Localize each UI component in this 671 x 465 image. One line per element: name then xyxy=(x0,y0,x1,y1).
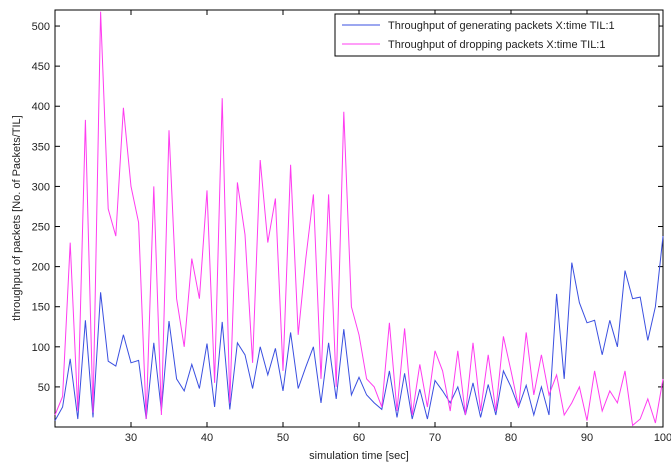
y-tick-label: 150 xyxy=(32,302,50,314)
x-tick-label: 70 xyxy=(429,432,441,444)
y-tick-label: 50 xyxy=(38,382,50,394)
y-tick-label: 450 xyxy=(32,61,50,73)
x-tick-label: 60 xyxy=(353,432,365,444)
y-tick-label: 100 xyxy=(32,342,50,354)
y-tick-label: 350 xyxy=(32,141,50,153)
legend: Throughput of generating packets X:time … xyxy=(334,13,660,57)
x-tick-label: 40 xyxy=(201,432,213,444)
y-tick-label: 500 xyxy=(32,21,50,33)
y-tick-label: 400 xyxy=(32,101,50,113)
y-tick-label: 200 xyxy=(32,262,50,274)
x-tick-label: 90 xyxy=(581,432,593,444)
x-tick-label: 100 xyxy=(654,432,671,444)
legend-box xyxy=(334,13,660,57)
x-tick-label: 50 xyxy=(277,432,289,444)
y-tick-label: 300 xyxy=(32,181,50,193)
series-layer xyxy=(54,11,664,427)
series-line-generating xyxy=(54,236,664,421)
y-axis-label: throughput of packets [No. of Packets/TI… xyxy=(11,115,23,320)
legend-label-generating: Throughput of generating packets X:time … xyxy=(388,20,615,32)
legend-label-dropping: Throughput of dropping packets X:time TI… xyxy=(388,39,605,51)
x-tick-label: 80 xyxy=(505,432,517,444)
y-tick-label: 250 xyxy=(32,222,50,234)
x-axis-label: simulation time [sec] xyxy=(309,450,409,462)
series-line-dropping xyxy=(54,11,664,427)
y-axis-ticks: 50 100 150 200 250 300 350 400 450 500 xyxy=(32,21,663,394)
plot-area xyxy=(54,9,664,428)
x-axis-ticks: 30 40 50 60 70 80 90 100 xyxy=(125,10,671,444)
x-tick-label: 30 xyxy=(125,432,137,444)
